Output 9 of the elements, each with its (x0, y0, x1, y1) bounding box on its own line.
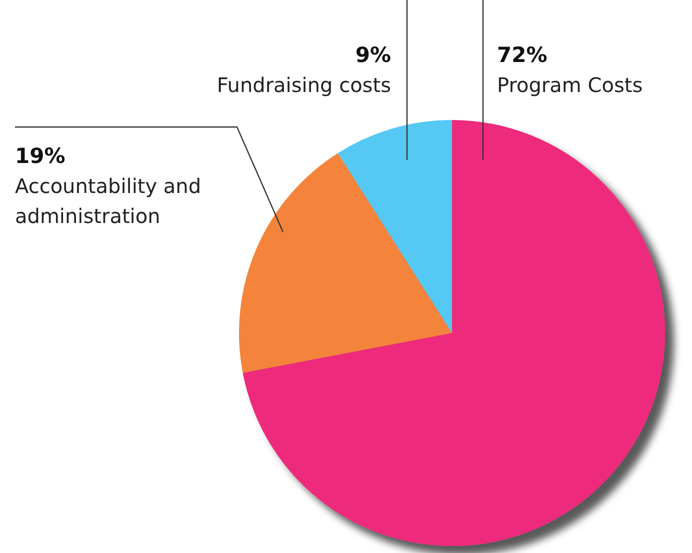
data-label: 9% (355, 43, 391, 67)
slice-label: Accountability and administration (15, 174, 202, 228)
slice-label: Fundraising costs (216, 73, 391, 97)
data-label: 19% (15, 144, 66, 168)
pie-slice (242, 120, 665, 546)
pie-slice (338, 120, 452, 333)
slice-label: Program Costs (497, 73, 643, 97)
pie-slice (239, 153, 452, 373)
data-label: 72% (497, 43, 548, 67)
